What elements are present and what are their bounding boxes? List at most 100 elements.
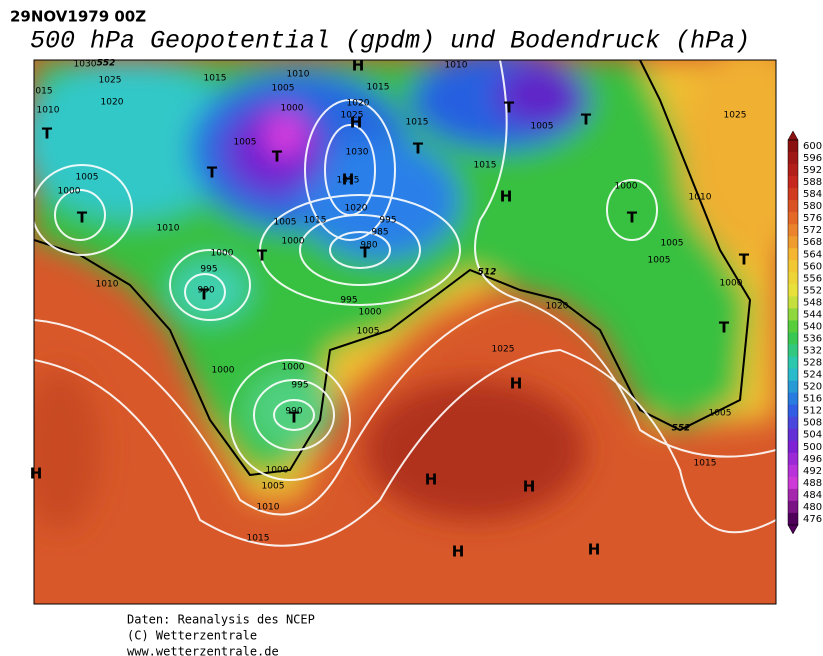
- colorbar-label: 508: [803, 418, 822, 429]
- colorbar-swatch: [788, 356, 798, 370]
- pressure-center: T: [627, 209, 638, 227]
- colorbar-swatch: [788, 392, 798, 406]
- colorbar-label: 600: [803, 141, 822, 152]
- isobar-label: 1000: [282, 237, 305, 247]
- isobar-label: 995: [340, 296, 357, 306]
- colorbar-swatch: [788, 224, 798, 237]
- isobar-label: 1025: [99, 76, 122, 86]
- pressure-center: T: [581, 111, 592, 129]
- colorbar-label: 516: [803, 394, 822, 405]
- pressure-center: T: [504, 99, 515, 117]
- isobar-label: 1000: [615, 182, 638, 192]
- colorbar-swatch: [788, 308, 798, 321]
- pressure-center: T: [199, 286, 210, 304]
- isobar-label: 1015: [247, 534, 270, 544]
- pressure-center: T: [739, 251, 750, 269]
- colorbar-label: 540: [803, 321, 822, 332]
- colorbar-label: 572: [803, 225, 822, 236]
- isobar-label: 1000: [211, 249, 234, 259]
- isobar-label: 1015: [694, 459, 717, 469]
- isobar-label: 1000: [266, 466, 289, 476]
- isobar-label: 1010: [157, 224, 180, 234]
- isobar-label: 995: [200, 265, 217, 275]
- colorbar-swatch: [788, 188, 798, 201]
- colorbar-swatch: [788, 488, 798, 502]
- pressure-center: H: [523, 478, 536, 496]
- colorbar-swatch: [788, 248, 798, 261]
- colorbar-swatch: [788, 428, 798, 442]
- colorbar-label: 496: [803, 454, 822, 465]
- colorbar-label: 596: [803, 153, 822, 164]
- isobar-label: 1005: [76, 173, 99, 183]
- colorbar-label: 484: [803, 490, 822, 501]
- colorbar-swatch: [788, 164, 798, 177]
- footer-line: (C) Wetterzentrale: [127, 629, 257, 643]
- pressure-center: T: [207, 164, 218, 182]
- isobar-label: 1000: [359, 308, 382, 318]
- title: 500 hPa Geopotential (gpdm) und Bodendru…: [30, 27, 750, 56]
- colorbar-label: 588: [803, 177, 822, 188]
- colorbar-swatch: [788, 464, 798, 478]
- colorbar-label: 476: [803, 514, 822, 525]
- colorbar-label: 532: [803, 346, 822, 357]
- isobar-label: 1010: [37, 106, 60, 116]
- pressure-center: H: [425, 471, 438, 489]
- colorbar-label: 576: [803, 213, 822, 224]
- pressure-center: T: [360, 244, 371, 262]
- colorbar-swatch: [788, 260, 798, 273]
- isobar-label: 1020: [101, 98, 124, 108]
- footer-line: Daten: Reanalysis des NCEP: [127, 613, 315, 627]
- colorbar-label: 524: [803, 370, 822, 381]
- colorbar-swatch: [788, 284, 798, 297]
- isobar-label: 1010: [257, 503, 280, 513]
- colorbar-swatch: [788, 272, 798, 285]
- colorbar-swatch: [788, 416, 798, 430]
- isobar-label: 1005: [272, 84, 295, 94]
- colorbar-swatch: [788, 512, 798, 526]
- colorbar-label: 488: [803, 478, 822, 489]
- isobar-label: 1005: [262, 482, 285, 492]
- colorbar-label: 492: [803, 466, 822, 477]
- pressure-center: T: [289, 409, 300, 427]
- pressure-center: H: [500, 188, 513, 206]
- isobar-label: 1015: [406, 118, 429, 128]
- isobar-label: 995: [379, 216, 396, 226]
- colorbar-swatch: [788, 476, 798, 490]
- isobar-label: 1020: [546, 302, 569, 312]
- isobar-label: 1010: [287, 70, 310, 80]
- isobar-label: 980: [360, 241, 377, 251]
- isobar-label: 1005: [648, 256, 671, 266]
- contour-label: 512: [478, 268, 497, 278]
- colorbar-swatch: [788, 380, 798, 394]
- colorbar-label: 544: [803, 309, 822, 320]
- colorbar-label: 552: [803, 285, 822, 296]
- date: 29NOV1979 00Z: [10, 8, 146, 26]
- pressure-center: H: [352, 57, 365, 75]
- isobar-label: 1015: [474, 161, 497, 171]
- colorbar-label: 480: [803, 502, 822, 513]
- isobar-label: 1005: [357, 327, 380, 337]
- colorbar-label: 580: [803, 201, 822, 212]
- colorbar-swatch: [788, 368, 798, 382]
- isobar-label: 1010: [689, 193, 712, 203]
- isobar-label: 1000: [212, 366, 235, 376]
- colorbar-swatch: [788, 176, 798, 189]
- isobar-label: 995: [291, 381, 308, 391]
- isobar-label: 990: [285, 407, 302, 417]
- colorbar-label: 560: [803, 261, 822, 272]
- colorbar-label: 528: [803, 358, 822, 369]
- colorbar-swatch: [788, 344, 798, 358]
- isobar-label: 1035: [337, 176, 360, 186]
- isobar-label: 1000: [281, 104, 304, 114]
- isobar-label: 1015: [204, 74, 227, 84]
- isobar-label: 985: [371, 228, 388, 238]
- colorbar-swatch: [788, 236, 798, 249]
- colorbar-label: 584: [803, 189, 822, 200]
- isobar-label: 1020: [345, 204, 368, 214]
- map: [34, 60, 776, 604]
- isobar-label: 1000: [720, 279, 743, 289]
- colorbar-swatch: [788, 452, 798, 466]
- pressure-center: H: [588, 541, 601, 559]
- colorbar-label: 536: [803, 333, 822, 344]
